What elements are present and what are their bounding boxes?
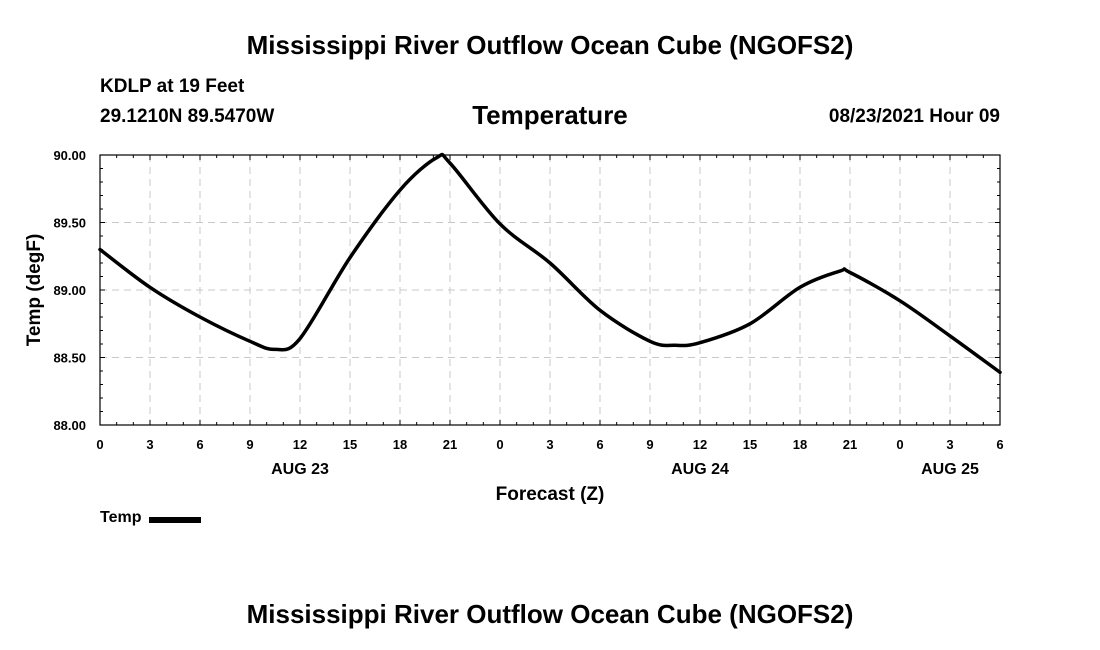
x-tick-label: 3 (946, 437, 953, 452)
series-line-temp (98, 152, 1002, 375)
x-axis-title: Forecast (Z) (496, 484, 605, 505)
x-tick-label: 15 (343, 437, 357, 452)
x-date-label: AUG 23 (271, 461, 329, 478)
footer-title: Mississippi River Outflow Ocean Cube (NG… (246, 599, 854, 629)
y-tick-label: 89.00 (53, 283, 86, 298)
y-tick-label: 90.00 (53, 148, 86, 163)
legend-swatch (149, 516, 202, 523)
x-date-label: AUG 25 (921, 461, 979, 478)
x-tick-label: 9 (646, 437, 653, 452)
x-tick-label: 6 (596, 437, 603, 452)
x-date-label: AUG 24 (671, 461, 729, 478)
x-tick-label: 6 (196, 437, 203, 452)
legend-label: Temp (100, 509, 142, 526)
x-tick-label: 3 (546, 437, 553, 452)
chart-subtitle: Temperature (472, 100, 628, 130)
station-label: KDLP at 19 Feet (100, 76, 245, 97)
chart-legend: Temp (100, 509, 202, 527)
y-tick-label: 88.50 (53, 351, 86, 366)
forecast-datetime: 08/23/2021 Hour 09 (828, 106, 1000, 127)
x-tick-label: 18 (793, 437, 807, 452)
coordinates-label: 29.1210N 89.5470W (100, 106, 275, 127)
y-tick-label: 88.00 (53, 418, 86, 433)
x-tick-label: 0 (896, 437, 903, 452)
y-tick-label: 89.50 (53, 216, 86, 231)
x-tick-label: 12 (693, 437, 707, 452)
x-tick-label: 15 (743, 437, 757, 452)
x-tick-label: 0 (496, 437, 503, 452)
x-tick-label: 9 (246, 437, 253, 452)
x-tick-label: 6 (996, 437, 1003, 452)
x-tick-label: 21 (843, 437, 857, 452)
x-tick-label: 18 (393, 437, 407, 452)
x-tick-label: 12 (293, 437, 307, 452)
x-tick-label: 21 (443, 437, 457, 452)
x-tick-label: 0 (96, 437, 103, 452)
x-tick-label: 3 (146, 437, 153, 452)
page-title: Mississippi River Outflow Ocean Cube (NG… (246, 30, 854, 60)
y-axis-title: Temp (degF) (24, 234, 45, 347)
